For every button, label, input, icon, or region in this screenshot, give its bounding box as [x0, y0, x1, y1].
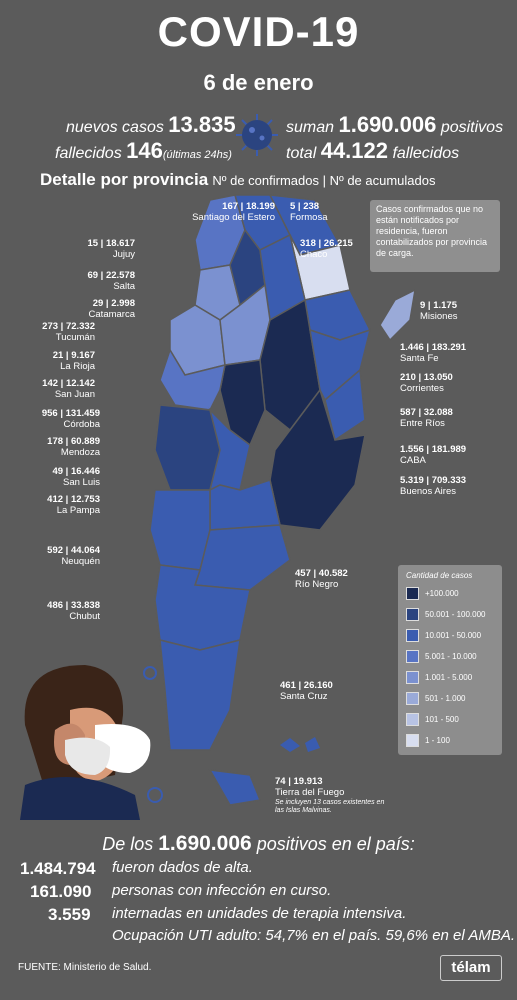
- label-jujuy: 15 | 18.617 Jujuy: [87, 238, 135, 260]
- legend-item: +100.000: [406, 587, 459, 600]
- label-tucuman: 273 | 72.332 Tucumán: [42, 321, 95, 343]
- label-la-pampa: 412 | 12.753 La Pampa: [47, 494, 100, 516]
- label-entre-rios: 587 | 32.088 Entre Ríos: [400, 407, 453, 429]
- label-salta: 69 | 22.578 Salta: [87, 270, 135, 292]
- detail-heading: Detalle por provincia Nº de confirmados …: [40, 170, 436, 189]
- icu-row: 3.559: [48, 905, 91, 924]
- legend-swatch: [406, 734, 419, 747]
- label-misiones: 9 | 1.175 Misiones: [420, 300, 458, 322]
- label-caba: 1.556 | 181.989 CABA: [400, 444, 467, 466]
- legend-item: 501 - 1.000: [406, 692, 465, 705]
- icu-text: internadas en unidades de terapia intens…: [112, 905, 407, 922]
- label-santiago-del-estero: 167 | 18.199 Santiago del Estero: [192, 201, 275, 223]
- legend-swatch: [406, 587, 419, 600]
- total-deaths: total 44.122 fallecidos: [286, 138, 460, 163]
- label-santa-fe: 1.446 | 183.291 Santa Fe: [400, 342, 467, 364]
- label-rio-negro: 457 | 40.582 Río Negro: [295, 568, 348, 590]
- label-catamarca: 29 | 2.998 Catamarca: [88, 298, 135, 320]
- legend: Cantidad de casos +100.000 50.001 - 100.…: [398, 565, 502, 755]
- legend-item: 101 - 500: [406, 713, 459, 726]
- new-cases: nuevos casos 13.835: [66, 112, 236, 137]
- legend-item: 10.001 - 50.000: [406, 629, 481, 642]
- masked-person-illustration: [20, 665, 163, 820]
- label-chubut: 486 | 33.838 Chubut: [47, 600, 100, 622]
- discharged-text: fueron dados de alta.: [112, 859, 253, 876]
- legend-title: Cantidad de casos: [406, 571, 473, 580]
- note-box: Casos confirmados que no están notificad…: [370, 200, 500, 272]
- label-tierra-del-fuego: 74 | 19.913 Tierra del Fuego: [275, 776, 345, 798]
- legend-item: 1.001 - 5.000: [406, 671, 472, 684]
- label-cordoba: 956 | 131.459 Córdoba: [41, 408, 100, 430]
- label-formosa: 5 | 238 Formosa: [290, 201, 328, 223]
- source-footer: FUENTE: Ministerio de Salud.: [18, 962, 152, 973]
- label-san-juan: 142 | 12.142 San Juan: [42, 378, 95, 400]
- label-la-rioja: 21 | 9.167 La Rioja: [52, 350, 95, 372]
- legend-item: 5.001 - 10.000: [406, 650, 477, 663]
- legend-swatch: [406, 629, 419, 642]
- tdf-note: Se incluyen 13 casos existentes en las I…: [275, 799, 385, 814]
- deaths: fallecidos 146(últimas 24hs): [55, 138, 232, 163]
- bottom-headline: De los 1.690.006 positivos en el país:: [102, 832, 415, 855]
- legend-swatch: [406, 608, 419, 621]
- label-mendoza: 178 | 60.889 Mendoza: [47, 436, 100, 458]
- label-san-luis: 49 | 16.446 San Luis: [52, 466, 100, 488]
- legend-swatch: [406, 713, 419, 726]
- date-label: 6 de enero: [203, 70, 314, 95]
- label-buenos-aires: 5.319 | 709.333 Buenos Aires: [400, 475, 467, 497]
- telam-logo: télam: [440, 955, 502, 981]
- label-santa-cruz: 461 | 26.160 Santa Cruz: [280, 680, 333, 702]
- occupancy-text: Ocupación UTI adulto: 54,7% en el país. …: [112, 927, 516, 944]
- active-row: 161.090: [30, 882, 92, 901]
- label-neuquen: 592 | 44.064 Neuquén: [47, 545, 100, 567]
- argentina-map: [149, 194, 416, 806]
- virus-icon: [234, 112, 280, 158]
- legend-swatch: [406, 650, 419, 663]
- legend-swatch: [406, 692, 419, 705]
- legend-swatch: [406, 671, 419, 684]
- total-positive: suman 1.690.006 positivos: [286, 112, 504, 137]
- discharged-row: 1.484.794: [20, 859, 96, 878]
- active-text: personas con infección en curso.: [112, 882, 332, 899]
- legend-item: 50.001 - 100.000: [406, 608, 486, 621]
- label-chaco: 318 | 26.215 Chaco: [300, 238, 353, 260]
- label-corrientes: 210 | 13.050 Corrientes: [400, 372, 453, 394]
- legend-item: 1 - 100: [406, 734, 450, 747]
- page-title: COVID-19: [157, 8, 360, 55]
